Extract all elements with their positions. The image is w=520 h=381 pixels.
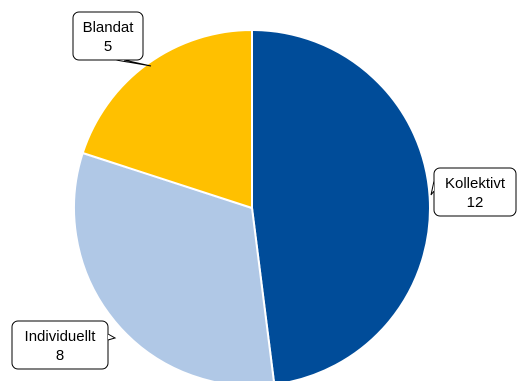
pie-slice-individuellt: [73, 151, 275, 381]
callout-pointer: [430, 180, 435, 196]
slice-label: Kollektivt: [445, 175, 506, 192]
callout-box: [72, 11, 144, 61]
callout-pointer: [115, 59, 152, 67]
callout-individuellt: Individuellt 8: [11, 320, 117, 370]
slice-value: 12: [467, 194, 484, 211]
callout-pointer: [107, 333, 117, 341]
slice-value: 5: [104, 38, 112, 55]
pie-slice-blandat: [81, 28, 253, 210]
pie-slice-kollektivt: [251, 28, 431, 381]
callout-box: [11, 320, 109, 370]
slice-label: Individuellt: [25, 328, 97, 345]
callout-blandat: Blandat 5: [72, 11, 152, 67]
callout-kollektivt: Kollektivt 12: [430, 167, 517, 217]
pie-callouts: Kollektivt 12 Individuellt 8 Blandat 5: [11, 11, 517, 370]
pie-slices: [73, 28, 431, 381]
slice-label: Blandat: [83, 19, 135, 36]
callout-box: [433, 167, 517, 217]
slice-value: 8: [56, 347, 64, 364]
